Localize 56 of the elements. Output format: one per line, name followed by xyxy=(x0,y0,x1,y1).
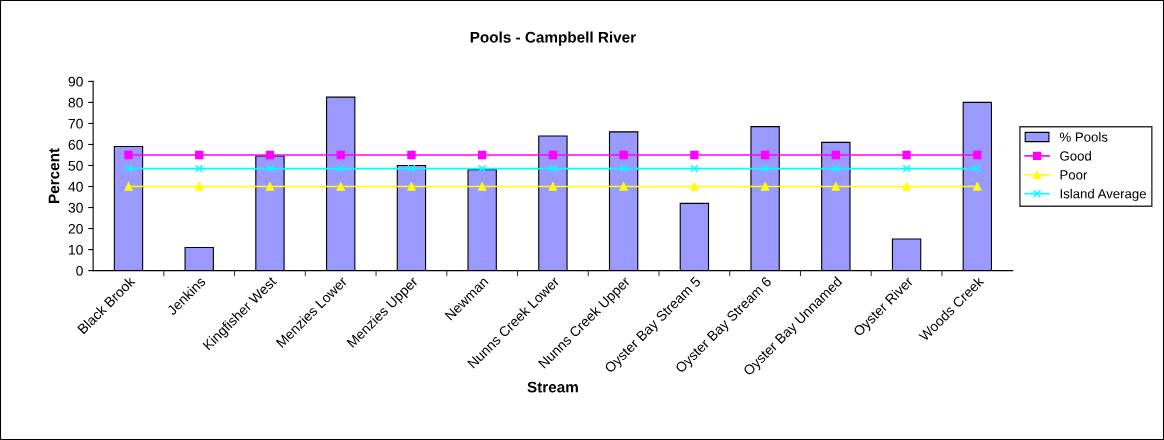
point xyxy=(902,150,911,160)
point xyxy=(690,150,699,160)
point xyxy=(477,182,487,191)
point xyxy=(902,182,911,191)
y-tick-label: 80 xyxy=(68,97,83,108)
y-tick-label: 90 xyxy=(68,76,83,87)
y-tick-label: 30 xyxy=(68,202,83,213)
point xyxy=(407,182,416,191)
point xyxy=(973,164,982,173)
point xyxy=(831,150,841,160)
point xyxy=(831,182,841,191)
point xyxy=(124,150,133,160)
point xyxy=(760,164,770,173)
point xyxy=(548,164,558,173)
point xyxy=(973,150,982,160)
point xyxy=(124,182,133,191)
point xyxy=(477,164,487,173)
point xyxy=(265,182,275,191)
point xyxy=(265,150,275,160)
y-tick-label: 40 xyxy=(68,181,83,192)
legend-label: % Pools xyxy=(1059,132,1108,142)
point xyxy=(124,164,133,173)
point xyxy=(477,150,487,160)
point xyxy=(336,150,345,160)
y-tick-label: 70 xyxy=(68,118,83,129)
point xyxy=(195,150,204,160)
point xyxy=(407,150,416,160)
point xyxy=(690,182,699,191)
y-axis-title: Percent xyxy=(48,148,60,203)
legend-label: Good xyxy=(1060,150,1091,161)
y-tick-label: 0 xyxy=(76,265,83,276)
point xyxy=(760,182,770,191)
point xyxy=(619,182,628,191)
point xyxy=(548,182,558,191)
point xyxy=(548,150,558,160)
point xyxy=(336,182,345,191)
point xyxy=(619,150,628,160)
point xyxy=(407,164,416,173)
legend-label: Poor xyxy=(1060,170,1088,180)
point xyxy=(336,164,345,173)
point xyxy=(265,164,275,173)
point xyxy=(195,164,204,173)
point xyxy=(831,164,841,173)
point xyxy=(690,164,699,173)
point xyxy=(973,182,982,191)
y-tick-label: 20 xyxy=(68,223,83,234)
y-tick-label: 60 xyxy=(68,139,83,150)
chart-title: Pools - Campbell River xyxy=(470,31,636,46)
point xyxy=(902,164,911,173)
point xyxy=(619,164,628,173)
y-tick-label: 50 xyxy=(68,160,83,171)
point xyxy=(760,150,770,160)
point xyxy=(195,182,204,191)
y-tick-label: 10 xyxy=(69,244,83,255)
legend-label: Island Average xyxy=(1060,188,1146,202)
x-axis-title: Stream xyxy=(527,381,578,393)
